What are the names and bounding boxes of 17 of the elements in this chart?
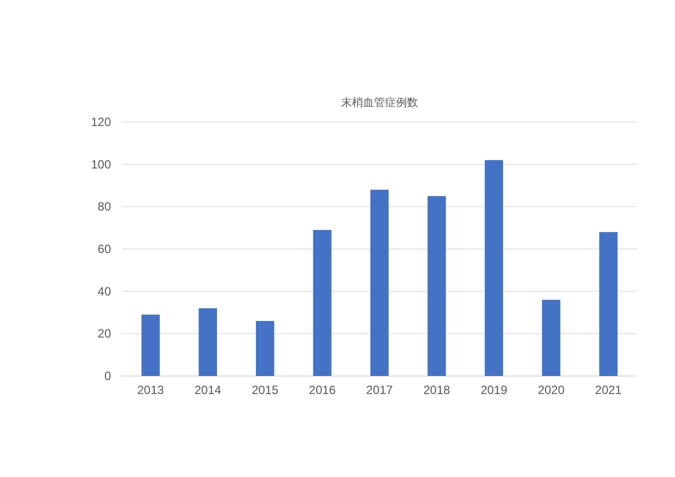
x-tick-label: 2019 <box>480 383 508 397</box>
x-tick-label: 2013 <box>137 383 164 397</box>
y-tick-label: 100 <box>90 157 112 172</box>
x-tick-label: 2018 <box>423 383 450 397</box>
y-tick-label: 60 <box>98 242 112 256</box>
y-tick-label: 0 <box>104 369 112 383</box>
x-tick-label: 2017 <box>366 383 394 397</box>
x-tick-label: 2020 <box>538 383 565 397</box>
y-tick-label: 20 <box>98 326 112 341</box>
y-tick-label: 80 <box>98 200 112 214</box>
x-tick-label: 2014 <box>194 383 222 397</box>
chart-title: 末梢血管症例数 <box>341 96 418 109</box>
y-tick-label: 40 <box>98 284 112 298</box>
y-tick-label: 120 <box>90 115 112 129</box>
x-tick-label: 2016 <box>308 383 336 397</box>
x-tick-label: 2021 <box>595 383 622 397</box>
x-tick-label: 2015 <box>252 383 279 397</box>
